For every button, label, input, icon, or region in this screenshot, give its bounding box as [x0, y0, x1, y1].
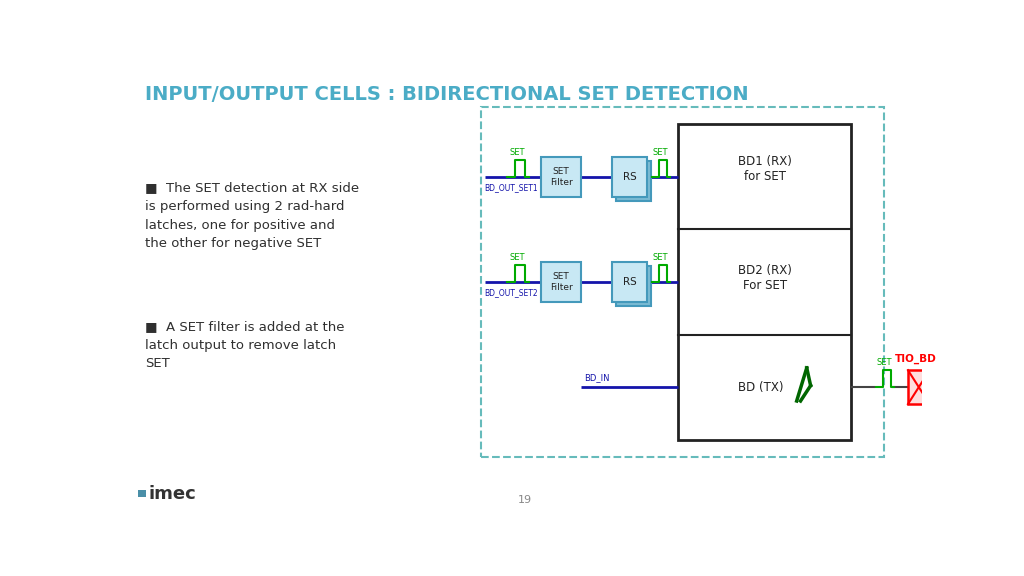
- Text: SET
Filter: SET Filter: [550, 167, 572, 187]
- Text: SET
Filter: SET Filter: [550, 272, 572, 291]
- Text: SET: SET: [653, 148, 669, 157]
- Text: SET: SET: [510, 148, 525, 157]
- Text: BD2 (RX)
For SET: BD2 (RX) For SET: [738, 264, 792, 292]
- Text: ■  The SET detection at RX side
is performed using 2 rad-hard
latches, one for p: ■ The SET detection at RX side is perfor…: [145, 181, 359, 250]
- Bar: [138, 490, 145, 497]
- Bar: [541, 157, 582, 197]
- Text: INPUT/OUTPUT CELLS : BIDIRECTIONAL SET DETECTION: INPUT/OUTPUT CELLS : BIDIRECTIONAL SET D…: [145, 85, 749, 104]
- Text: imec: imec: [148, 486, 196, 503]
- Bar: [612, 157, 647, 197]
- Text: SET: SET: [877, 358, 892, 367]
- Text: TIO_BD: TIO_BD: [895, 354, 937, 364]
- Text: BD1 (RX)
for SET: BD1 (RX) for SET: [738, 155, 792, 183]
- Text: SET: SET: [653, 253, 669, 262]
- Text: SET: SET: [510, 253, 525, 262]
- Bar: [908, 370, 930, 404]
- Bar: [480, 107, 884, 457]
- Bar: [616, 161, 651, 201]
- Text: RS: RS: [623, 277, 637, 287]
- Text: BD_IN: BD_IN: [585, 373, 610, 382]
- Bar: [541, 262, 582, 302]
- Text: 19: 19: [518, 495, 531, 505]
- Text: BD_OUT_SET1: BD_OUT_SET1: [484, 183, 539, 192]
- Text: BD_OUT_SET2: BD_OUT_SET2: [484, 288, 539, 297]
- Text: ■  A SET filter is added at the
latch output to remove latch
SET: ■ A SET filter is added at the latch out…: [145, 320, 344, 370]
- Bar: [616, 266, 651, 306]
- Text: RS: RS: [623, 172, 637, 182]
- Text: BD (TX): BD (TX): [738, 381, 783, 393]
- Bar: [612, 262, 647, 302]
- Bar: [678, 124, 851, 439]
